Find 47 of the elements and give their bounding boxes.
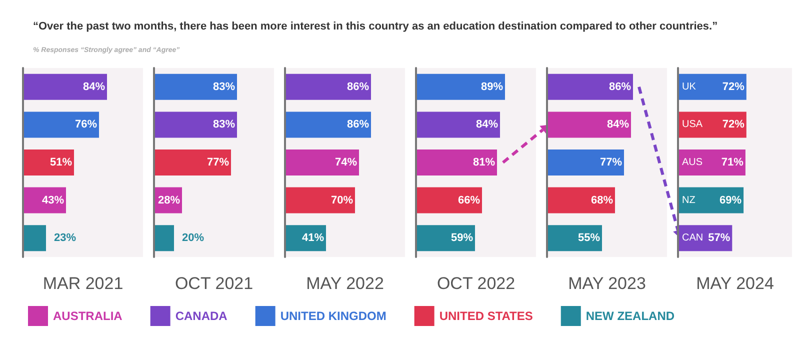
data-label: 83% xyxy=(212,118,236,131)
data-label: 86% xyxy=(346,80,370,93)
data-label: 86% xyxy=(608,80,632,93)
data-label: 81% xyxy=(472,156,496,168)
data-label: 23% xyxy=(54,232,76,244)
data-label: 86% xyxy=(346,118,370,131)
data-label: 20% xyxy=(182,232,204,244)
legend-label: UNITED STATES xyxy=(439,309,533,323)
data-label: 57% xyxy=(708,232,730,244)
y-tick-label: UK xyxy=(682,81,696,92)
y-tick-label: USA xyxy=(682,119,703,130)
data-label: 84% xyxy=(606,118,630,131)
text: “Over the past two months, there has been more interest in this country as an education destination compared to other countries.” xyxy=(33,20,718,32)
data-label: 84% xyxy=(82,80,106,93)
data-label: 72% xyxy=(722,118,745,131)
x-axis-title: OCT 2021 xyxy=(174,274,254,293)
data-label: 43% xyxy=(42,194,64,206)
data-label: 76% xyxy=(74,118,98,131)
data-label: 89% xyxy=(480,80,504,93)
data-label: 41% xyxy=(302,232,324,244)
data-label: 66% xyxy=(458,194,480,206)
y-tick-label: CAN xyxy=(682,232,704,244)
data-label: 77% xyxy=(600,156,622,168)
y-tick-label: AUS xyxy=(682,157,703,168)
x-axis-title: MAY 2023 xyxy=(568,274,646,293)
legend-label: CANADA xyxy=(175,309,228,323)
data-label: 71% xyxy=(721,156,744,168)
data-label: 74% xyxy=(334,156,358,168)
data-label: 59% xyxy=(450,232,474,244)
x-axis-title: MAR 2021 xyxy=(42,274,124,293)
data-label: 55% xyxy=(578,232,600,244)
x-axis-title: MAY 2022 xyxy=(306,274,384,293)
x-axis-title: OCT 2022 xyxy=(436,274,516,293)
data-label: 51% xyxy=(50,156,72,168)
data-label: 70% xyxy=(330,194,354,206)
data-label: 68% xyxy=(590,194,614,206)
data-label: 69% xyxy=(720,194,742,206)
legend-label: NEW ZEALAND xyxy=(586,309,675,323)
legend-label: UNITED KINGDOM xyxy=(280,309,386,323)
x-axis-title: MAY 2024 xyxy=(696,274,774,293)
data-label: 77% xyxy=(206,156,230,168)
legend-label: AUSTRALIA xyxy=(53,309,123,323)
data-label: 28% xyxy=(158,194,180,206)
data-label: 84% xyxy=(476,118,498,131)
data-label: 83% xyxy=(212,80,236,93)
data-label: 72% xyxy=(722,80,745,93)
y-tick-label: NZ xyxy=(682,194,696,206)
